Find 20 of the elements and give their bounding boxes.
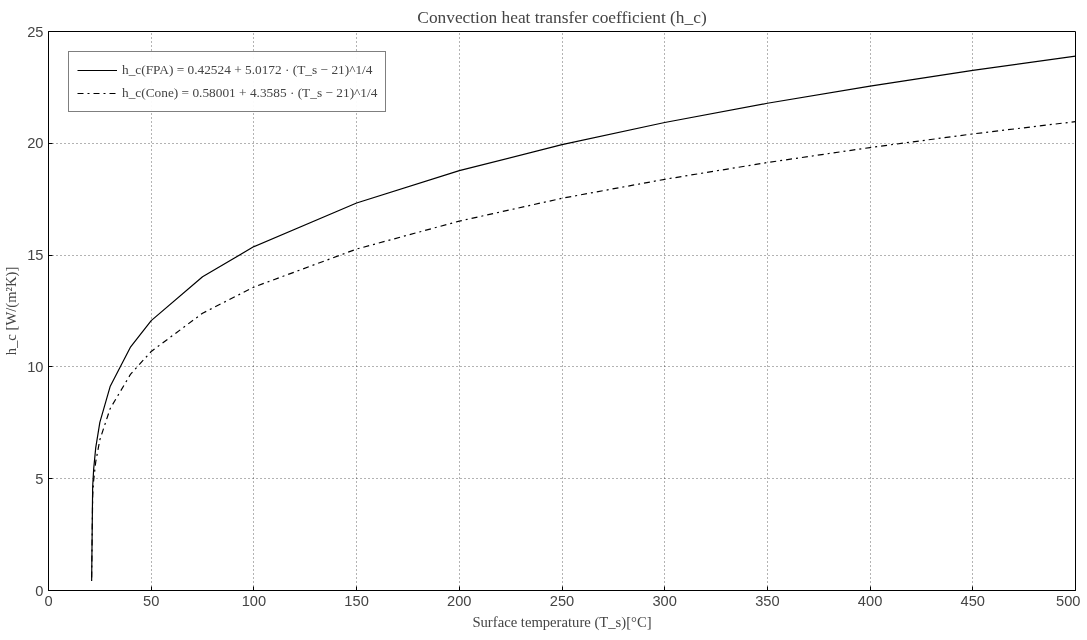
- y-tick-label: 25: [27, 23, 44, 40]
- y-tick-label: 20: [27, 135, 44, 152]
- x-tick-label: 150: [344, 592, 369, 609]
- x-tick-label: 250: [549, 592, 575, 609]
- x-tick-label: 500: [1056, 592, 1081, 609]
- y-axis-title: h_c [W/(m²K)]: [3, 266, 21, 356]
- x-tick-label: 300: [652, 592, 677, 609]
- x-tick-label: 450: [960, 592, 986, 609]
- x-tick-label: 100: [241, 592, 267, 609]
- legend-label: h_c(FPA) = 0.42524 + 5.0172 · (T_s − 21)^1/4: [122, 62, 373, 78]
- y-tick-label: 5: [35, 470, 44, 487]
- y-tick-label: 15: [27, 247, 44, 264]
- x-tick-label: 350: [755, 592, 780, 609]
- y-tick-label: 10: [27, 358, 44, 375]
- x-tick-label: 50: [143, 592, 160, 609]
- chart-title: Convection heat transfer coefficient (h_c): [417, 7, 707, 27]
- x-tick-label: 400: [857, 592, 883, 609]
- x-tick-label: 200: [447, 592, 472, 609]
- x-axis-title: Surface temperature (T_s)[°C]: [472, 613, 652, 631]
- legend-label: h_c(Cone) = 0.58001 + 4.3585 · (T_s − 21)^1/4: [122, 85, 378, 101]
